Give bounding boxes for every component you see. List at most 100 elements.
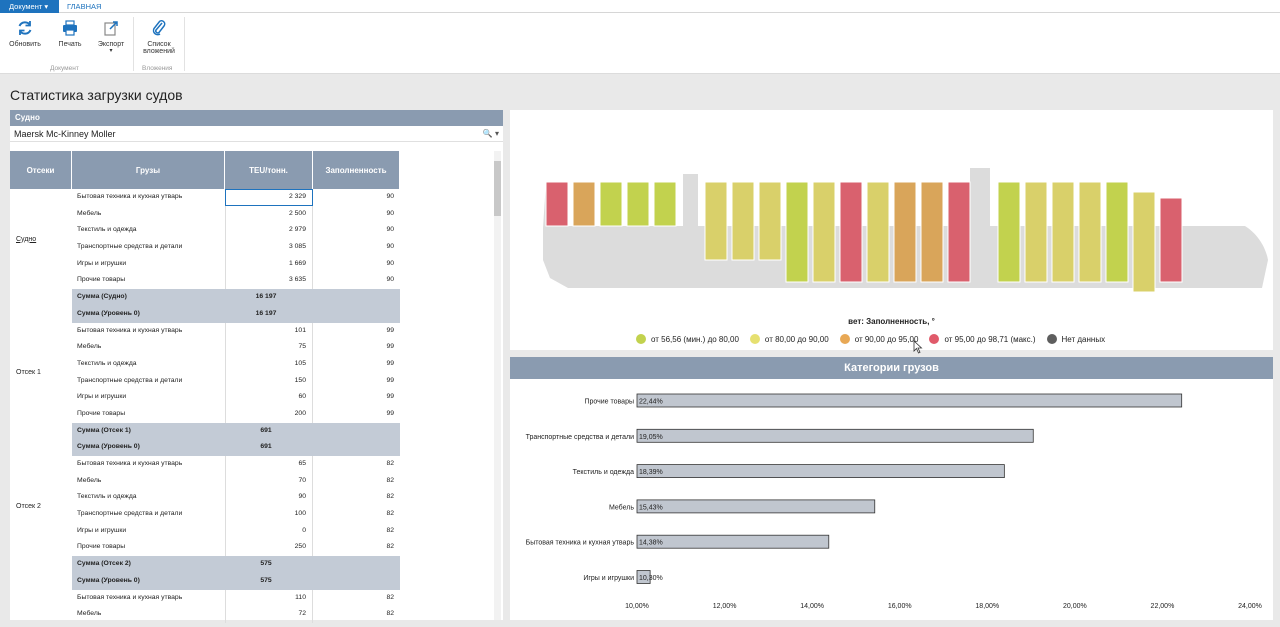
export-button[interactable]: Экспорт ▾ bbox=[94, 19, 128, 55]
section-label[interactable]: Отсек 2 bbox=[16, 502, 41, 510]
table-row[interactable]: Бытовая техника и кухная утварь 2 329 90 bbox=[72, 189, 400, 206]
teu-cell[interactable]: 75 bbox=[225, 339, 313, 356]
group-label-attachments: Вложения bbox=[142, 65, 173, 72]
table-row[interactable]: Мебель 75 99 bbox=[72, 339, 400, 356]
cargo-bay[interactable] bbox=[893, 181, 917, 283]
teu-cell[interactable]: 250 bbox=[225, 539, 313, 557]
table-row[interactable]: Текстиль и одежда 90 82 bbox=[72, 489, 400, 507]
total-teu: 691 bbox=[225, 422, 313, 440]
table-row[interactable]: Транспортные средства и детали 3 085 90 bbox=[72, 239, 400, 256]
column-header-teu[interactable]: TEU/тонн. bbox=[225, 151, 313, 189]
cargo-bay[interactable] bbox=[1105, 181, 1129, 283]
refresh-button[interactable]: Обновить bbox=[8, 19, 42, 48]
teu-cell[interactable]: 2 329 bbox=[225, 189, 313, 206]
table-row[interactable]: Текстиль и одежда 105 99 bbox=[72, 355, 400, 373]
attachments-button[interactable]: Список вложений bbox=[140, 19, 178, 55]
teu-cell[interactable]: 3 635 bbox=[225, 272, 313, 290]
table-row[interactable]: Прочие товары 3 635 90 bbox=[72, 272, 400, 290]
column-header-fill[interactable]: Заполненность bbox=[313, 151, 400, 189]
teu-cell[interactable]: 110 bbox=[225, 589, 313, 607]
teu-cell[interactable]: 60 bbox=[225, 389, 313, 406]
cargo-bay[interactable] bbox=[599, 181, 623, 227]
tab-main[interactable]: ГЛАВНАЯ bbox=[67, 2, 102, 11]
teu-cell[interactable]: 0 bbox=[225, 522, 313, 540]
data-label: 10,30% bbox=[639, 575, 663, 582]
grid-section: Бытовая техника и кухная утварь 110 82 Мебе… bbox=[10, 589, 400, 623]
bar[interactable] bbox=[636, 464, 1005, 478]
cargo-bay[interactable] bbox=[785, 181, 809, 283]
ship-legend: от 56,56 (мин.) до 80,00 от 80,00 до 90,0… bbox=[636, 334, 1116, 344]
table-row[interactable]: Прочие товары 250 82 bbox=[72, 539, 400, 557]
cargo-name-cell: Бытовая техника и кухная утварь bbox=[77, 593, 183, 601]
cargo-bay[interactable] bbox=[812, 181, 836, 283]
column-header-compartments[interactable]: Отсеки bbox=[10, 151, 72, 189]
cargo-bay[interactable] bbox=[758, 181, 782, 261]
table-row[interactable]: Прочие товары 200 99 bbox=[72, 405, 400, 423]
cargo-bay[interactable] bbox=[1159, 197, 1183, 283]
cargo-bay[interactable] bbox=[947, 181, 971, 283]
teu-cell[interactable]: 3 085 bbox=[225, 239, 313, 256]
teu-cell[interactable]: 72 bbox=[225, 606, 313, 623]
bar[interactable] bbox=[636, 428, 1034, 443]
table-row[interactable]: Игры и игрушки 60 99 bbox=[72, 389, 400, 406]
table-row[interactable]: Мебель 2 500 90 bbox=[72, 205, 400, 223]
table-row[interactable]: Бытовая техника и кухная утварь 110 82 bbox=[72, 589, 400, 607]
print-button[interactable]: Печать bbox=[55, 19, 85, 48]
chevron-down-icon[interactable]: ▾ bbox=[494, 129, 499, 138]
grid-scrollbar[interactable] bbox=[494, 151, 501, 620]
table-row[interactable]: Транспортные средства и детали 150 99 bbox=[72, 372, 400, 390]
section-label[interactable] bbox=[10, 590, 72, 623]
x-tick-label: 10,00% bbox=[625, 603, 649, 610]
search-icon[interactable]: 🔍 bbox=[482, 129, 493, 138]
cargo-bay[interactable] bbox=[545, 181, 569, 227]
teu-cell[interactable]: 70 bbox=[225, 472, 313, 490]
cargo-bay[interactable] bbox=[653, 181, 677, 227]
column-header-cargo[interactable]: Грузы bbox=[72, 151, 225, 189]
teu-cell[interactable]: 1 669 bbox=[225, 255, 313, 273]
cargo-bay[interactable] bbox=[704, 181, 728, 261]
section-label[interactable]: Отсек 1 bbox=[16, 369, 41, 377]
bar[interactable] bbox=[636, 393, 1183, 408]
teu-cell[interactable]: 2 500 bbox=[225, 205, 313, 223]
cargo-bay[interactable] bbox=[731, 181, 755, 261]
teu-cell[interactable]: 65 bbox=[225, 456, 313, 473]
cargo-bay[interactable] bbox=[839, 181, 863, 283]
scrollbar-thumb[interactable] bbox=[494, 161, 501, 216]
bar[interactable] bbox=[636, 499, 876, 514]
fill-cell: 99 bbox=[386, 376, 394, 384]
vessel-combobox[interactable]: Maersk Mc-Kinney Moller 🔍 ▾ bbox=[10, 126, 503, 142]
table-row[interactable]: Мебель 72 82 bbox=[72, 606, 400, 623]
teu-cell[interactable]: 150 bbox=[225, 372, 313, 390]
cargo-bay[interactable] bbox=[920, 181, 944, 283]
tab-document[interactable]: Документ ▾ bbox=[0, 0, 59, 13]
grid-section: Отсек 2 Бытовая техника и кухная утварь 65… bbox=[10, 456, 400, 590]
cargo-bay[interactable] bbox=[1024, 181, 1048, 283]
cargo-bay[interactable] bbox=[997, 181, 1021, 283]
teu-cell[interactable]: 200 bbox=[225, 405, 313, 423]
teu-cell[interactable]: 100 bbox=[225, 506, 313, 523]
table-row[interactable]: Текстиль и одежда 2 979 90 bbox=[72, 222, 400, 240]
bar[interactable] bbox=[636, 534, 830, 549]
section-label[interactable]: Судно bbox=[16, 235, 37, 243]
table-row[interactable]: Игры и игрушки 0 82 bbox=[72, 522, 400, 540]
cargo-bay[interactable] bbox=[626, 181, 650, 227]
cargo-bay[interactable] bbox=[1051, 181, 1075, 283]
cargo-bay[interactable] bbox=[572, 181, 596, 227]
grid-header: Отсеки Грузы TEU/тонн. Заполненность bbox=[10, 151, 400, 189]
teu-cell[interactable]: 90 bbox=[225, 489, 313, 507]
total-row: Сумма (Отсек 1) 691 bbox=[72, 422, 400, 440]
cargo-bay[interactable] bbox=[1078, 181, 1102, 283]
fill-cell: 82 bbox=[386, 510, 394, 518]
teu-cell[interactable]: 105 bbox=[225, 355, 313, 373]
legend-item: от 90,00 до 95,00 bbox=[839, 334, 918, 344]
table-row[interactable]: Мебель 70 82 bbox=[72, 472, 400, 490]
bar[interactable] bbox=[636, 570, 651, 584]
table-row[interactable]: Бытовая техника и кухная утварь 101 99 bbox=[72, 322, 400, 340]
table-row[interactable]: Бытовая техника и кухная утварь 65 82 bbox=[72, 456, 400, 473]
cargo-bay[interactable] bbox=[1132, 191, 1156, 293]
teu-cell[interactable]: 2 979 bbox=[225, 222, 313, 240]
table-row[interactable]: Игры и игрушки 1 669 90 bbox=[72, 255, 400, 273]
cargo-bay[interactable] bbox=[866, 181, 890, 283]
table-row[interactable]: Транспортные средства и детали 100 82 bbox=[72, 506, 400, 523]
teu-cell[interactable]: 101 bbox=[225, 322, 313, 340]
